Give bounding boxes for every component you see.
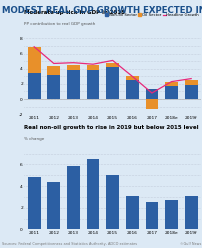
Bar <box>184 85 197 99</box>
Bar <box>86 70 99 99</box>
Bar <box>145 89 158 99</box>
Bar <box>125 196 138 229</box>
Bar <box>184 80 197 85</box>
Bar <box>67 165 79 229</box>
Text: MODEST REAL GDP GROWTH EXPECTED IN 2018: MODEST REAL GDP GROWTH EXPECTED IN 2018 <box>2 6 202 15</box>
Bar <box>28 177 40 229</box>
Bar <box>184 196 197 229</box>
Bar <box>106 67 118 99</box>
Text: Moderate up-tick in GDP in 2018: Moderate up-tick in GDP in 2018 <box>24 10 125 15</box>
Bar <box>125 76 138 80</box>
Bar <box>164 200 177 229</box>
Bar <box>125 80 138 99</box>
Bar <box>106 175 118 229</box>
Bar <box>86 159 99 229</box>
Bar <box>47 75 60 99</box>
Bar <box>145 99 158 109</box>
Bar <box>67 70 79 99</box>
Bar <box>106 63 118 67</box>
Bar <box>86 65 99 70</box>
Text: Real non-oil growth to rise in 2019 but below 2015 level: Real non-oil growth to rise in 2019 but … <box>24 125 198 130</box>
Bar <box>164 86 177 99</box>
Text: ©Gulf News: ©Gulf News <box>179 242 200 246</box>
Legend: Non-oil Sector, Oil Sector, Headline Growth: Non-oil Sector, Oil Sector, Headline Gro… <box>103 12 200 19</box>
Text: Sources: Federal Competitiveness and Statistics Authority, ADCO estimates: Sources: Federal Competitiveness and Sta… <box>2 242 137 246</box>
Bar <box>47 66 60 75</box>
Bar <box>28 73 40 99</box>
Text: PP contribution to real GDP growth: PP contribution to real GDP growth <box>24 22 95 26</box>
Bar <box>28 47 40 73</box>
Bar <box>47 182 60 229</box>
Bar <box>145 202 158 229</box>
Bar <box>67 65 79 70</box>
Text: % change: % change <box>24 137 44 141</box>
Bar <box>164 82 177 86</box>
